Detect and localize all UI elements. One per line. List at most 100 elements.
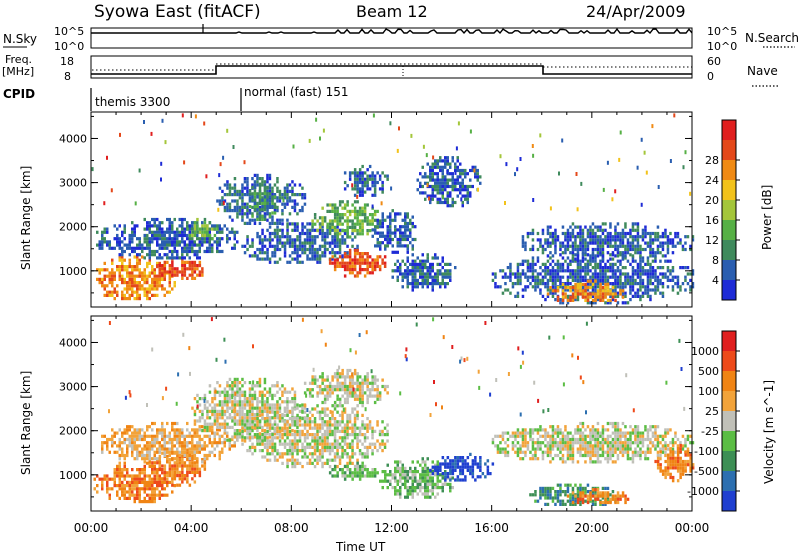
heatmap-cell: [128, 293, 131, 297]
heatmap-cell: [434, 184, 437, 189]
heatmap-cell: [111, 477, 114, 481]
heatmap-cell: [266, 177, 269, 181]
heatmap-cell: [353, 193, 357, 197]
heatmap-cell: [178, 240, 181, 244]
heatmap-cell: [301, 433, 304, 437]
heatmap-cell: [646, 269, 650, 273]
heatmap-cell: [283, 241, 287, 245]
heatmap-cell: [378, 445, 382, 449]
heatmap-cell: [158, 253, 161, 257]
heatmap-cell: [243, 160, 246, 165]
heatmap-cell: [138, 243, 141, 247]
heatmap-cell: [161, 464, 164, 468]
heatmap-cell: [353, 213, 357, 217]
heatmap-cell: [336, 238, 339, 242]
heatmap-cell: [341, 420, 344, 424]
freq-unit-label: [MHz]: [2, 65, 34, 78]
heatmap-cell: [311, 247, 314, 252]
heatmap-cell: [318, 413, 322, 417]
heatmap-cell: [156, 240, 159, 244]
heatmap-cell: [649, 262, 652, 266]
heatmap-cell: [291, 429, 294, 433]
heatmap-cell: [574, 286, 577, 290]
heatmap-cell: [126, 450, 129, 454]
heatmap-cell: [121, 453, 124, 458]
heatmap-cell: [546, 241, 550, 245]
heatmap-cell: [636, 231, 640, 236]
heatmap-cell: [591, 241, 595, 245]
heatmap-cell: [136, 480, 139, 484]
heatmap-cell: [211, 413, 214, 417]
heatmap-cell: [173, 464, 177, 468]
heatmap-cell: [153, 217, 156, 222]
heatmap-cell: [188, 246, 191, 250]
heatmap-cell: [251, 241, 254, 245]
heatmap-cell: [286, 218, 289, 222]
heatmap-cell: [176, 447, 179, 451]
heatmap-cell: [298, 183, 302, 187]
heatmap-cell: [626, 272, 630, 276]
heatmap-cell: [611, 295, 615, 299]
heatmap-cell: [368, 177, 372, 181]
heatmap-cell: [133, 496, 136, 500]
heatmap-cell: [208, 434, 211, 438]
heatmap-cell: [414, 285, 417, 289]
heatmap-cell: [253, 198, 257, 202]
heatmap-cell: [296, 452, 299, 456]
heatmap-cell: [494, 282, 497, 286]
heatmap-cell: [153, 237, 156, 241]
heatmap-cell: [96, 243, 99, 247]
heatmap-cell: [158, 428, 161, 432]
heatmap-cell: [666, 275, 670, 279]
heatmap-cell: [599, 278, 602, 282]
heatmap-cell: [599, 247, 602, 252]
heatmap-cell: [661, 244, 665, 248]
heatmap-cell: [263, 406, 267, 410]
heatmap-cell: [348, 171, 352, 175]
heatmap-cell: [121, 293, 124, 297]
heatmap-cell: [205, 174, 208, 179]
heatmap-cell: [351, 433, 354, 437]
heatmap-cell: [146, 221, 149, 225]
heatmap-cell: [176, 460, 179, 464]
heatmap-cell: [539, 272, 542, 276]
heatmap-cell: [258, 214, 262, 218]
heatmap-cell: [431, 162, 434, 166]
heatmap-cell: [241, 406, 244, 410]
heatmap-cell: [434, 172, 437, 176]
heatmap-cell: [641, 266, 645, 270]
heatmap-cell: [206, 246, 209, 250]
heatmap-cell: [126, 287, 129, 291]
heatmap-cell: [141, 477, 144, 481]
heatmap-cell: [128, 297, 131, 301]
heatmap-cell: [686, 235, 690, 239]
heatmap-cell: [328, 222, 332, 226]
heatmap-cell: [171, 287, 174, 291]
heatmap-cell: [261, 429, 264, 433]
heatmap-cell: [614, 241, 617, 245]
heatmap-cell: [311, 413, 314, 417]
heatmap-cell: [281, 393, 284, 397]
heatmap-cell: [113, 271, 116, 275]
heatmap-cell: [176, 434, 179, 438]
heatmap-cell: [631, 256, 635, 260]
heatmap-cell: [576, 266, 580, 270]
heatmap-cell: [361, 426, 364, 430]
heatmap-cell: [659, 235, 662, 239]
heatmap-cell: [351, 229, 354, 233]
heatmap-cell: [386, 241, 389, 245]
heatmap-cell: [196, 253, 199, 257]
heatmap-cell: [138, 444, 141, 448]
heatmap-cell: [426, 162, 429, 166]
heatmap-cell: [331, 251, 334, 255]
heatmap-cell: [111, 274, 114, 278]
heatmap-cell: [298, 244, 302, 248]
heatmap-cell: [654, 278, 657, 282]
heatmap-cell: [341, 229, 344, 233]
heatmap-cell: [421, 272, 424, 276]
heatmap-cell: [188, 450, 191, 454]
heatmap-cell: [311, 228, 314, 232]
heatmap-cell: [111, 290, 114, 294]
heatmap-cell: [569, 262, 572, 266]
heatmap-cell: [604, 262, 607, 266]
